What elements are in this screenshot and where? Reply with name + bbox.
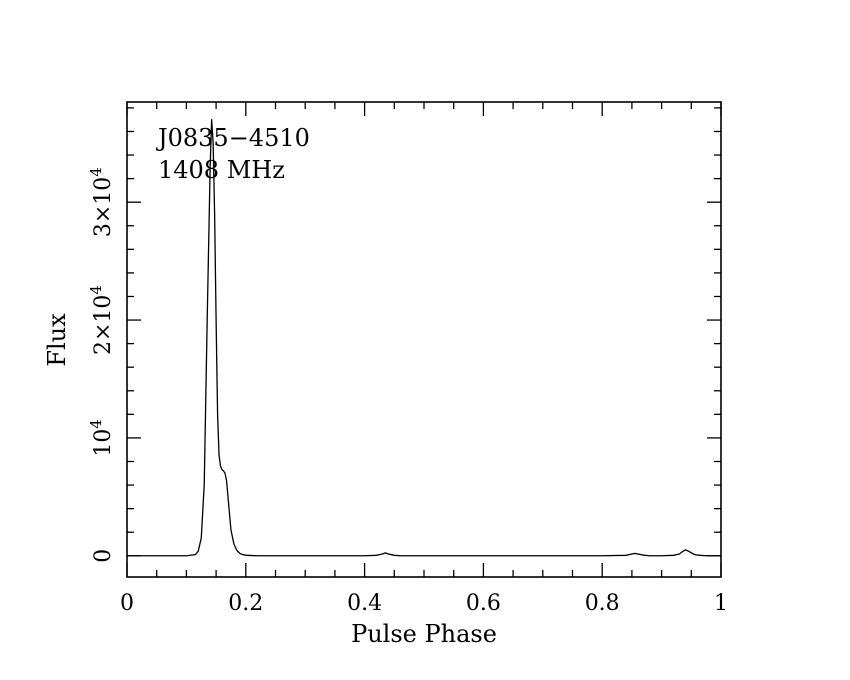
y-tick-label: 3×104: [87, 167, 116, 237]
minor-ticks: [127, 102, 721, 577]
y-tick-label: 104: [87, 419, 116, 457]
x-tick-label: 0.6: [466, 591, 501, 616]
y-tick-labels: 0 104 2×104 3×104: [87, 167, 116, 563]
annotation-pulsar-name: J0835−4510: [155, 124, 310, 152]
x-axis-label: Pulse Phase: [351, 620, 497, 648]
x-tick-label: 1: [714, 591, 728, 616]
x-tick-label: 0.4: [347, 591, 382, 616]
x-tick-label: 0: [120, 591, 134, 616]
y-axis-label: Flux: [43, 313, 71, 367]
x-tick-labels: 0 0.2 0.4 0.6 0.8 1: [120, 591, 728, 616]
y-tick-label: 0: [91, 549, 116, 563]
annotation-frequency: 1408 MHz: [158, 156, 285, 184]
pulse-profile-line: [127, 119, 721, 557]
y-tick-label: 2×104: [87, 285, 116, 355]
x-tick-label: 0.2: [228, 591, 263, 616]
x-tick-label: 0.8: [585, 591, 620, 616]
